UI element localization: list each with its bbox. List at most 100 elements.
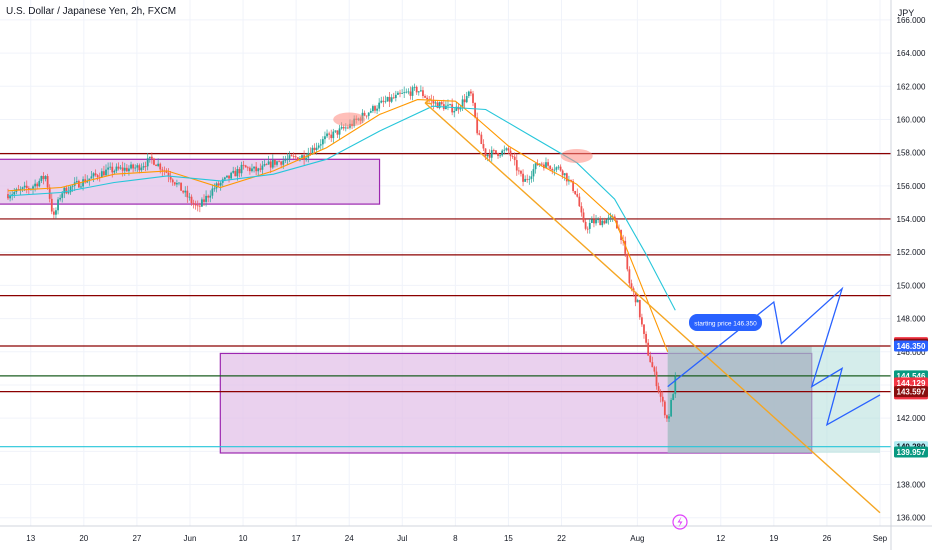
candle-body (57, 199, 59, 211)
candle-body (290, 155, 293, 157)
demand-zone (0, 158, 381, 205)
candle-body (522, 173, 524, 182)
price-badge[interactable] (894, 340, 928, 352)
candle-body (570, 179, 572, 182)
candle-body (374, 106, 376, 111)
candle-body (228, 175, 230, 179)
candle-body (507, 148, 510, 151)
price-axis[interactable]: 166.000 164.000 162.000 160.000 158.000 156.0… (890, 0, 928, 550)
candle-body (226, 175, 228, 178)
target-zone (667, 346, 880, 453)
x-tick-label: 17 (292, 534, 301, 543)
candle-body (553, 169, 556, 171)
candle-body (44, 176, 47, 180)
levels-layer (0, 153, 891, 448)
candle-body (103, 171, 105, 176)
candle-body (144, 166, 147, 167)
candle-body (286, 158, 289, 160)
candle-body (517, 170, 520, 172)
candle-body (288, 155, 291, 159)
candle-body (125, 167, 128, 172)
candle-body (392, 97, 395, 99)
candle-body (547, 162, 549, 166)
candle-body (305, 157, 308, 160)
candle-body (146, 158, 149, 167)
candle-body (409, 91, 412, 96)
candle-body (367, 112, 370, 116)
candle-body (649, 355, 652, 363)
candle-body (528, 178, 531, 180)
candle-body (42, 175, 45, 180)
candle-body (328, 133, 331, 135)
candle-body (557, 166, 560, 168)
candle-body (184, 190, 187, 193)
candle-body (488, 154, 491, 158)
candle-body (50, 198, 53, 212)
lightning-icon[interactable] (672, 514, 688, 530)
time-axis[interactable]: 13 20 27 Jun 10 17 24 Jul 8 15 22 Aug 12 19 26 Sep (0, 525, 932, 543)
candle-body (121, 167, 124, 171)
candle-body (657, 386, 660, 392)
candle-body (190, 196, 193, 204)
candle-body (165, 170, 168, 173)
candle-body (236, 169, 239, 177)
x-tick-label: 19 (769, 534, 778, 543)
candle-body (130, 164, 132, 169)
candle-body (643, 324, 645, 334)
candle-body (338, 128, 341, 135)
y-tick-label: 164.000 (897, 49, 926, 58)
currency-label[interactable]: JPY (898, 8, 915, 18)
candle-body (397, 92, 399, 95)
candle-body (180, 182, 182, 191)
price-badge[interactable] (894, 386, 928, 398)
candle-body (242, 164, 245, 166)
candle-body (447, 104, 449, 106)
candle-body (346, 127, 349, 129)
candle-body (219, 182, 222, 186)
annotation-callout[interactable]: starting price 146.350 (689, 314, 762, 331)
y-tick-label: 146.000 (897, 348, 926, 357)
candle-body (90, 176, 93, 179)
candle-body (132, 164, 135, 169)
candle-body (424, 96, 426, 98)
y-tick-label: 150.000 (897, 281, 926, 290)
y-tick-label: 162.000 (897, 82, 926, 91)
candle-body (96, 175, 99, 178)
candle-body (582, 212, 585, 222)
candle-body (605, 219, 608, 224)
x-tick-label: 26 (822, 534, 831, 543)
candle-body (545, 162, 547, 169)
candle-body (244, 165, 247, 168)
candle-body (540, 163, 543, 165)
candle-body (344, 127, 347, 129)
x-tick-label: 24 (345, 534, 354, 543)
y-tick-label: 158.000 (897, 149, 926, 158)
candle-body (534, 163, 537, 170)
candle-body (17, 189, 20, 190)
y-tick-label: 166.000 (897, 16, 926, 25)
candle-body (509, 150, 512, 157)
candle-body (207, 195, 210, 198)
candle-body (61, 193, 64, 198)
candle-body (194, 204, 197, 206)
candle-body (198, 205, 201, 207)
candle-body (34, 183, 37, 187)
candle-body (576, 194, 579, 197)
moving-averages-layer (7, 99, 676, 353)
candle-body (382, 100, 385, 102)
candle-body (140, 167, 143, 171)
ema-slow-line (7, 105, 676, 311)
candle-body (490, 150, 493, 158)
highlight-mark (333, 112, 366, 127)
candle-body (71, 185, 74, 187)
candle-body (111, 166, 114, 173)
candle-body (269, 161, 272, 168)
chart-title: U.S. Dollar / Japanese Yen, 2h, FXCM (6, 6, 176, 17)
candle-body (167, 172, 170, 177)
price-badge[interactable] (894, 446, 928, 458)
x-tick-label: 15 (504, 534, 513, 543)
candle-body (309, 153, 312, 155)
price-badge-label: 144.129 (897, 379, 926, 388)
